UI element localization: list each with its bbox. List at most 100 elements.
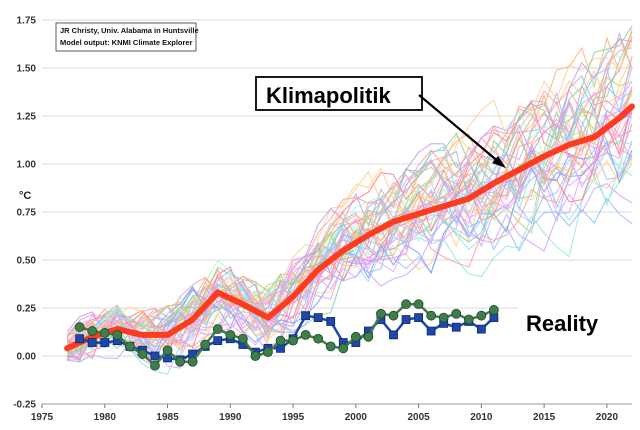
y-tick-label: 0.50	[17, 256, 37, 267]
observations-circle-line	[79, 302, 495, 368]
model-mean-series	[64, 103, 635, 352]
credit-box-border	[55, 22, 197, 52]
observation-circle-point	[451, 308, 462, 319]
model-runs	[66, 25, 633, 375]
klimapolitik-arrow-line	[418, 94, 501, 164]
observation-circle-point	[124, 341, 135, 352]
model-run-line	[66, 87, 633, 349]
observation-circle-point	[187, 356, 198, 367]
observation-circle-point	[137, 349, 148, 359]
observation-circle-point	[401, 299, 411, 310]
observation-circle-point	[275, 335, 286, 346]
y-tick-label: 0.75	[17, 208, 37, 219]
observation-square-point	[476, 324, 486, 334]
observation-circle-point	[476, 310, 487, 321]
x-tick-label: 2020	[596, 412, 619, 423]
credit-line-2: Model output: KNMI Climate Explorer	[60, 38, 193, 47]
observation-circle-point	[250, 351, 261, 361]
credit-box: JR Christy, Univ. Alabama in Huntsville …	[55, 22, 199, 52]
observation-circle-point	[438, 312, 449, 323]
observation-circle-point	[175, 356, 185, 367]
observation-square-point	[401, 315, 411, 324]
observation-circle-point	[87, 326, 98, 336]
x-tick-label: 1975	[31, 412, 54, 423]
observation-circle-point	[162, 345, 173, 356]
x-tick-label: 1990	[219, 412, 242, 423]
y-tick-label: 1.50	[17, 64, 37, 75]
observation-series	[74, 299, 499, 371]
observation-square-point	[75, 334, 85, 344]
observation-square-point	[301, 311, 311, 321]
credit-line-1: JR Christy, Univ. Alabama in Huntsville	[60, 26, 199, 35]
observation-circle-point	[350, 331, 361, 342]
x-tick-label: 2015	[533, 412, 556, 423]
reality-label: Reality	[526, 311, 599, 336]
observation-circle-point	[237, 333, 248, 344]
x-tick-label: 2005	[407, 412, 430, 423]
x-tick-labels: 1975 1980 1985 1990 1995 2000 2005 2010 2015 2020	[31, 412, 619, 423]
model-run-line	[66, 86, 633, 344]
model-run-line	[66, 86, 633, 353]
klimapolitik-label: Klimapolitik	[266, 83, 391, 108]
reality-box	[518, 301, 635, 343]
model-run-line	[66, 47, 633, 360]
y-tick-label: 1.25	[17, 112, 37, 123]
observation-circle-point	[413, 299, 424, 310]
observation-circle-point	[74, 322, 85, 333]
observation-square-point	[389, 330, 398, 340]
model-run-line	[66, 25, 633, 358]
observation-circle-point	[288, 335, 298, 346]
model-mean-line	[64, 103, 635, 352]
observation-circle-point	[313, 333, 324, 344]
model-run-line	[66, 40, 633, 359]
x-tick-label: 2010	[470, 412, 493, 423]
y-tick-label: 1.00	[17, 160, 37, 171]
observation-circle-point	[463, 314, 474, 325]
model-run-line	[67, 107, 633, 357]
observation-circle-point	[99, 328, 110, 338]
observation-square-point	[213, 336, 223, 346]
y-axis-label: °C	[19, 190, 31, 202]
y-tick-label: 0.00	[17, 352, 37, 363]
observation-circle-point	[388, 310, 399, 321]
model-run-line	[67, 111, 633, 346]
observation-square-point	[326, 317, 336, 326]
observation-circle-point	[212, 324, 223, 335]
observation-square-point	[100, 338, 110, 347]
observation-circle-point	[325, 341, 336, 352]
y-tick-label: 0.25	[17, 304, 37, 315]
observation-circle-point	[263, 347, 273, 358]
observation-square-point	[414, 313, 423, 323]
x-tick-label: 1995	[282, 412, 305, 423]
observation-circle-point	[489, 305, 499, 315]
y-tick-label: 1.75	[17, 16, 37, 27]
observation-circle-point	[300, 329, 311, 340]
y-tick-label: -0.25	[13, 400, 36, 411]
observation-circle-point	[338, 343, 349, 354]
observation-circle-point	[426, 310, 437, 321]
x-tick-label: 1985	[156, 412, 179, 423]
x-tick-label: 1980	[94, 412, 117, 423]
reality-callout: Reality	[518, 301, 635, 343]
klimapolitik-box	[255, 76, 423, 111]
observation-circle-point	[363, 331, 374, 342]
observation-square-point	[313, 313, 323, 323]
observation-circle-point	[200, 339, 211, 350]
model-run-line	[67, 113, 633, 361]
klimapolitik-arrow-head	[492, 156, 506, 168]
observation-square-point	[426, 326, 436, 336]
klimapolitik-callout: Klimapolitik	[255, 76, 506, 168]
observation-square-point	[451, 322, 461, 332]
model-run-line	[67, 140, 633, 359]
observation-circle-point	[376, 308, 386, 319]
observations-square-line	[79, 314, 495, 362]
observation-circle-point	[225, 329, 236, 340]
observation-circle-point	[112, 329, 123, 340]
model-run-line	[67, 106, 633, 363]
y-tick-labels: -0.25 0.00 0.25 0.50 0.75 1.00 1.25 1.50 1.75	[13, 16, 36, 411]
observation-square-point	[150, 351, 160, 361]
x-tick-label: 2000	[345, 412, 368, 423]
model-run-line	[66, 166, 633, 375]
